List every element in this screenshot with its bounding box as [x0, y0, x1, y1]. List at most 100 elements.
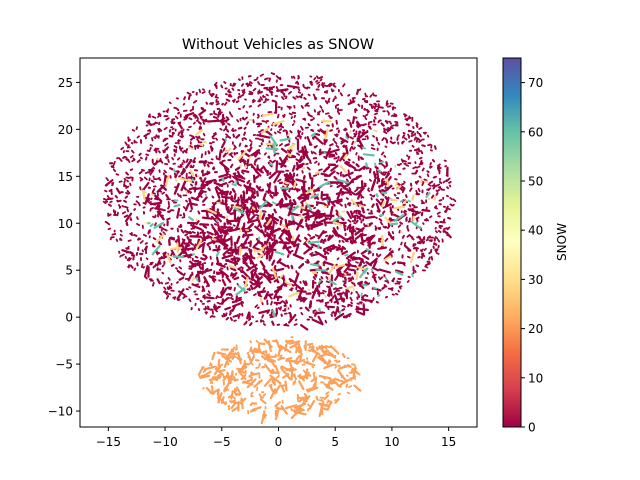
scatter-point — [424, 131, 427, 135]
scatter-point — [225, 293, 230, 296]
scatter-point — [348, 303, 353, 307]
scatter-point — [301, 170, 304, 174]
scatter-point — [310, 253, 319, 257]
scatter-point — [384, 137, 388, 142]
scatter-point — [185, 114, 189, 119]
scatter-point — [199, 299, 203, 303]
scatter-point — [262, 413, 268, 417]
scatter-point — [296, 166, 300, 171]
scatter-point — [240, 194, 244, 204]
scatter-point — [352, 210, 356, 214]
scatter-point — [199, 176, 202, 180]
scatter-point — [365, 162, 369, 168]
scatter-point — [203, 365, 216, 371]
scatter-point — [244, 276, 249, 288]
colorbar-tick-label: 50 — [528, 175, 543, 189]
scatter-point — [280, 158, 289, 168]
scatter-point — [365, 236, 371, 240]
scatter-point — [381, 137, 385, 142]
scatter-point — [271, 85, 275, 89]
scatter-point — [297, 373, 302, 378]
scatter-point — [154, 222, 157, 227]
scatter-point — [327, 307, 330, 311]
scatter-point — [235, 235, 241, 244]
scatter-point — [351, 140, 355, 146]
scatter-point — [345, 236, 355, 241]
scatter-point — [418, 175, 422, 179]
scatter-point — [354, 264, 358, 268]
scatter-point — [250, 350, 262, 354]
scatter-point — [298, 380, 305, 391]
scatter-point — [394, 120, 399, 124]
scatter-point — [400, 188, 405, 192]
scatter-point — [105, 177, 109, 182]
scatter-point — [224, 387, 230, 391]
scatter-point — [248, 212, 251, 217]
scatter-point — [225, 215, 229, 220]
scatter-point — [271, 159, 276, 164]
scatter-point — [107, 227, 111, 231]
scatter-point — [421, 144, 426, 147]
scatter-point — [294, 283, 303, 291]
scatter-point — [361, 259, 365, 265]
scatter-point — [328, 264, 336, 275]
scatter-point — [274, 267, 278, 272]
scatter-point — [181, 133, 184, 138]
scatter-point — [324, 238, 327, 242]
scatter-point — [352, 376, 357, 380]
scatter-point — [356, 174, 362, 178]
scatter-point — [306, 342, 314, 346]
scatter-point — [390, 114, 394, 117]
scatter-point — [154, 207, 164, 211]
scatter-point — [164, 142, 169, 147]
scatter-point — [308, 172, 312, 180]
scatter-point — [369, 300, 373, 304]
scatter-point — [374, 166, 379, 170]
scatter-point — [149, 223, 154, 228]
scatter-point — [276, 76, 281, 80]
scatter-point — [372, 92, 375, 97]
scatter-point — [300, 105, 304, 109]
scatter-point — [223, 101, 228, 106]
scatter-point — [221, 102, 224, 106]
scatter-point — [296, 152, 301, 156]
scatter-point — [350, 226, 357, 233]
scatter-point — [321, 196, 331, 201]
scatter-point — [325, 276, 329, 280]
scatter-point — [128, 176, 133, 179]
scatter-point — [251, 351, 255, 355]
scatter-point — [347, 174, 352, 180]
scatter-point — [299, 135, 302, 140]
scatter-point — [403, 209, 408, 213]
scatter-point — [292, 75, 296, 80]
scatter-point — [364, 117, 368, 121]
scatter-point — [158, 209, 162, 214]
scatter-point — [327, 277, 331, 281]
scatter-point — [270, 90, 274, 94]
scatter-point — [276, 130, 282, 134]
scatter-point — [351, 368, 359, 375]
scatter-point — [218, 269, 229, 278]
scatter-point — [235, 386, 242, 395]
scatter-point — [343, 153, 348, 160]
scatter-point — [215, 218, 219, 223]
scatter-point — [425, 192, 429, 196]
scatter-point — [150, 206, 154, 210]
scatter-point — [129, 264, 134, 269]
scatter-point — [129, 154, 134, 159]
scatter-point — [163, 228, 168, 232]
scatter-point — [172, 168, 176, 173]
scatter-point — [323, 155, 328, 160]
scatter-point — [204, 119, 208, 123]
scatter-point — [243, 131, 246, 136]
scatter-point — [236, 217, 241, 229]
scatter-point — [250, 269, 255, 274]
scatter-point — [340, 141, 344, 145]
scatter-point — [345, 161, 357, 170]
scatter-point — [208, 245, 212, 251]
scatter-point — [127, 257, 132, 262]
scatter-point — [255, 366, 260, 369]
scatter-point — [381, 200, 386, 207]
scatter-point — [187, 273, 193, 282]
scatter-point — [345, 146, 349, 155]
